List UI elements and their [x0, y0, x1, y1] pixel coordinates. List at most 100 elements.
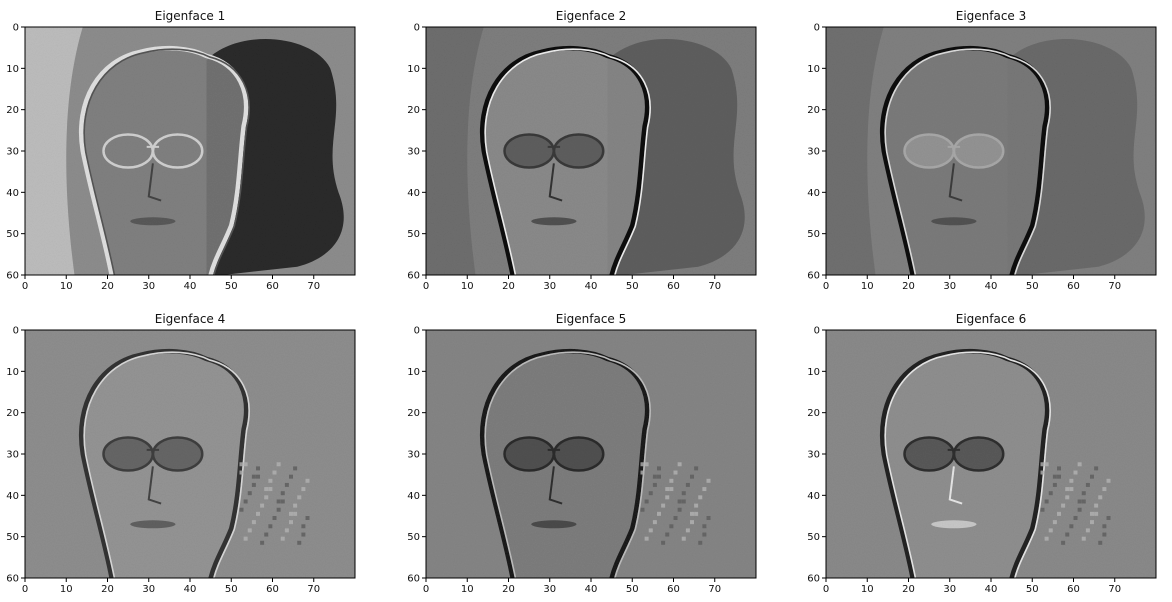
y-tick-label: 50	[6, 532, 19, 543]
y-tick-label: 30	[807, 147, 820, 158]
y-tick-label: 20	[6, 105, 19, 116]
eigenface-panel-3: Eigenface 3 0 10 20 30 40 50 60 70 0 10 20 30 40 50 60	[807, 9, 1157, 292]
x-tick-label: 40	[585, 281, 598, 292]
y-tick-label: 20	[407, 408, 420, 419]
y-tick-label: 30	[407, 147, 420, 158]
x-tick-label: 60	[667, 584, 680, 595]
y-tick-label: 10	[807, 64, 820, 75]
y-tick-label: 10	[807, 367, 820, 378]
x-tick-label: 50	[225, 584, 238, 595]
x-tick-label: 70	[708, 584, 721, 595]
x-tick-label: 70	[1108, 281, 1121, 292]
x-tick-label: 10	[461, 584, 474, 595]
x-tick-label: 50	[626, 281, 639, 292]
y-tick-label: 30	[6, 147, 19, 158]
x-tick-label: 40	[985, 281, 998, 292]
x-tick-label: 0	[423, 584, 429, 595]
x-tick-label: 10	[461, 281, 474, 292]
x-tick-label: 10	[861, 584, 874, 595]
x-tick-label: 50	[1026, 584, 1039, 595]
y-tick-label: 10	[6, 64, 19, 75]
y-tick-label: 60	[407, 574, 420, 585]
y-tick-label: 0	[814, 326, 820, 337]
x-tick-label: 60	[266, 584, 279, 595]
eigenface-panel-1: Eigenface 1 0 10 20 30 40 50 60 70 0 10 20 30 40 50 60	[6, 9, 356, 292]
x-tick-label: 0	[22, 281, 28, 292]
y-tick-label: 30	[807, 450, 820, 461]
x-tick-label: 30	[543, 281, 556, 292]
x-tick-label: 20	[902, 584, 915, 595]
x-tick-label: 20	[902, 281, 915, 292]
y-tick-label: 20	[807, 105, 820, 116]
x-tick-label: 30	[543, 584, 556, 595]
x-tick-label: 40	[585, 584, 598, 595]
panel-title: Eigenface 6	[956, 312, 1027, 326]
x-tick-label: 60	[1067, 281, 1080, 292]
y-tick-label: 40	[807, 188, 820, 199]
x-tick-label: 50	[1026, 281, 1039, 292]
x-tick-label: 60	[1067, 584, 1080, 595]
panel-title: Eigenface 1	[155, 9, 226, 23]
x-tick-label: 0	[823, 584, 829, 595]
x-tick-label: 20	[101, 281, 114, 292]
x-tick-label: 20	[502, 281, 515, 292]
y-tick-label: 10	[407, 367, 420, 378]
x-tick-label: 70	[708, 281, 721, 292]
panel-title: Eigenface 2	[556, 9, 627, 23]
x-tick-label: 40	[184, 584, 197, 595]
y-tick-label: 40	[6, 188, 19, 199]
x-tick-label: 0	[423, 281, 429, 292]
y-tick-label: 50	[407, 532, 420, 543]
x-tick-label: 40	[985, 584, 998, 595]
eigenface-image	[25, 330, 355, 578]
panel-title: Eigenface 3	[956, 9, 1027, 23]
x-tick-label: 60	[266, 281, 279, 292]
y-tick-label: 10	[407, 64, 420, 75]
y-tick-label: 60	[6, 271, 19, 282]
y-tick-label: 50	[6, 229, 19, 240]
y-tick-label: 0	[13, 23, 19, 34]
eigenface-image	[426, 330, 756, 578]
x-tick-label: 70	[307, 281, 320, 292]
panel-title: Eigenface 4	[155, 312, 226, 326]
eigenface-image	[426, 27, 756, 275]
eigenface-image	[826, 27, 1156, 275]
x-tick-label: 40	[184, 281, 197, 292]
y-tick-label: 50	[807, 229, 820, 240]
y-tick-label: 20	[807, 408, 820, 419]
x-tick-label: 10	[60, 281, 73, 292]
x-tick-label: 30	[943, 281, 956, 292]
eigenface-image	[25, 27, 355, 275]
eigenface-image	[826, 330, 1156, 578]
x-tick-label: 0	[22, 584, 28, 595]
eigenface-panel-2: Eigenface 2 0 10 20 30 40 50 60 70 0 10 20 30 40 50 60	[407, 9, 757, 292]
y-tick-label: 0	[414, 23, 420, 34]
x-tick-label: 70	[1108, 584, 1121, 595]
eigenface-panel-4: Eigenface 4 0 10 20 30 40 50 60 70 0 10 20 30 40 50 60	[6, 312, 356, 595]
y-tick-label: 10	[6, 367, 19, 378]
y-tick-label: 40	[6, 491, 19, 502]
x-tick-label: 50	[626, 584, 639, 595]
y-tick-label: 30	[407, 450, 420, 461]
y-tick-label: 40	[807, 491, 820, 502]
x-tick-label: 10	[861, 281, 874, 292]
y-tick-label: 40	[407, 491, 420, 502]
x-tick-label: 70	[307, 584, 320, 595]
panel-title: Eigenface 5	[556, 312, 627, 326]
x-tick-label: 30	[142, 281, 155, 292]
x-tick-label: 30	[142, 584, 155, 595]
y-tick-label: 60	[807, 271, 820, 282]
y-tick-label: 60	[807, 574, 820, 585]
y-tick-label: 60	[407, 271, 420, 282]
x-tick-label: 20	[502, 584, 515, 595]
x-tick-label: 60	[667, 281, 680, 292]
y-tick-label: 20	[6, 408, 19, 419]
eigenface-panel-5: Eigenface 5 0 10 20 30 40 50 60 70 0 10 20 30 40 50 60	[407, 312, 757, 595]
x-tick-label: 50	[225, 281, 238, 292]
eigenface-panel-6: Eigenface 6 0 10 20 30 40 50 60 70 0 10 20 30 40 50 60	[807, 312, 1157, 595]
x-tick-label: 0	[823, 281, 829, 292]
y-tick-label: 50	[807, 532, 820, 543]
y-tick-label: 0	[414, 326, 420, 337]
y-tick-label: 20	[407, 105, 420, 116]
